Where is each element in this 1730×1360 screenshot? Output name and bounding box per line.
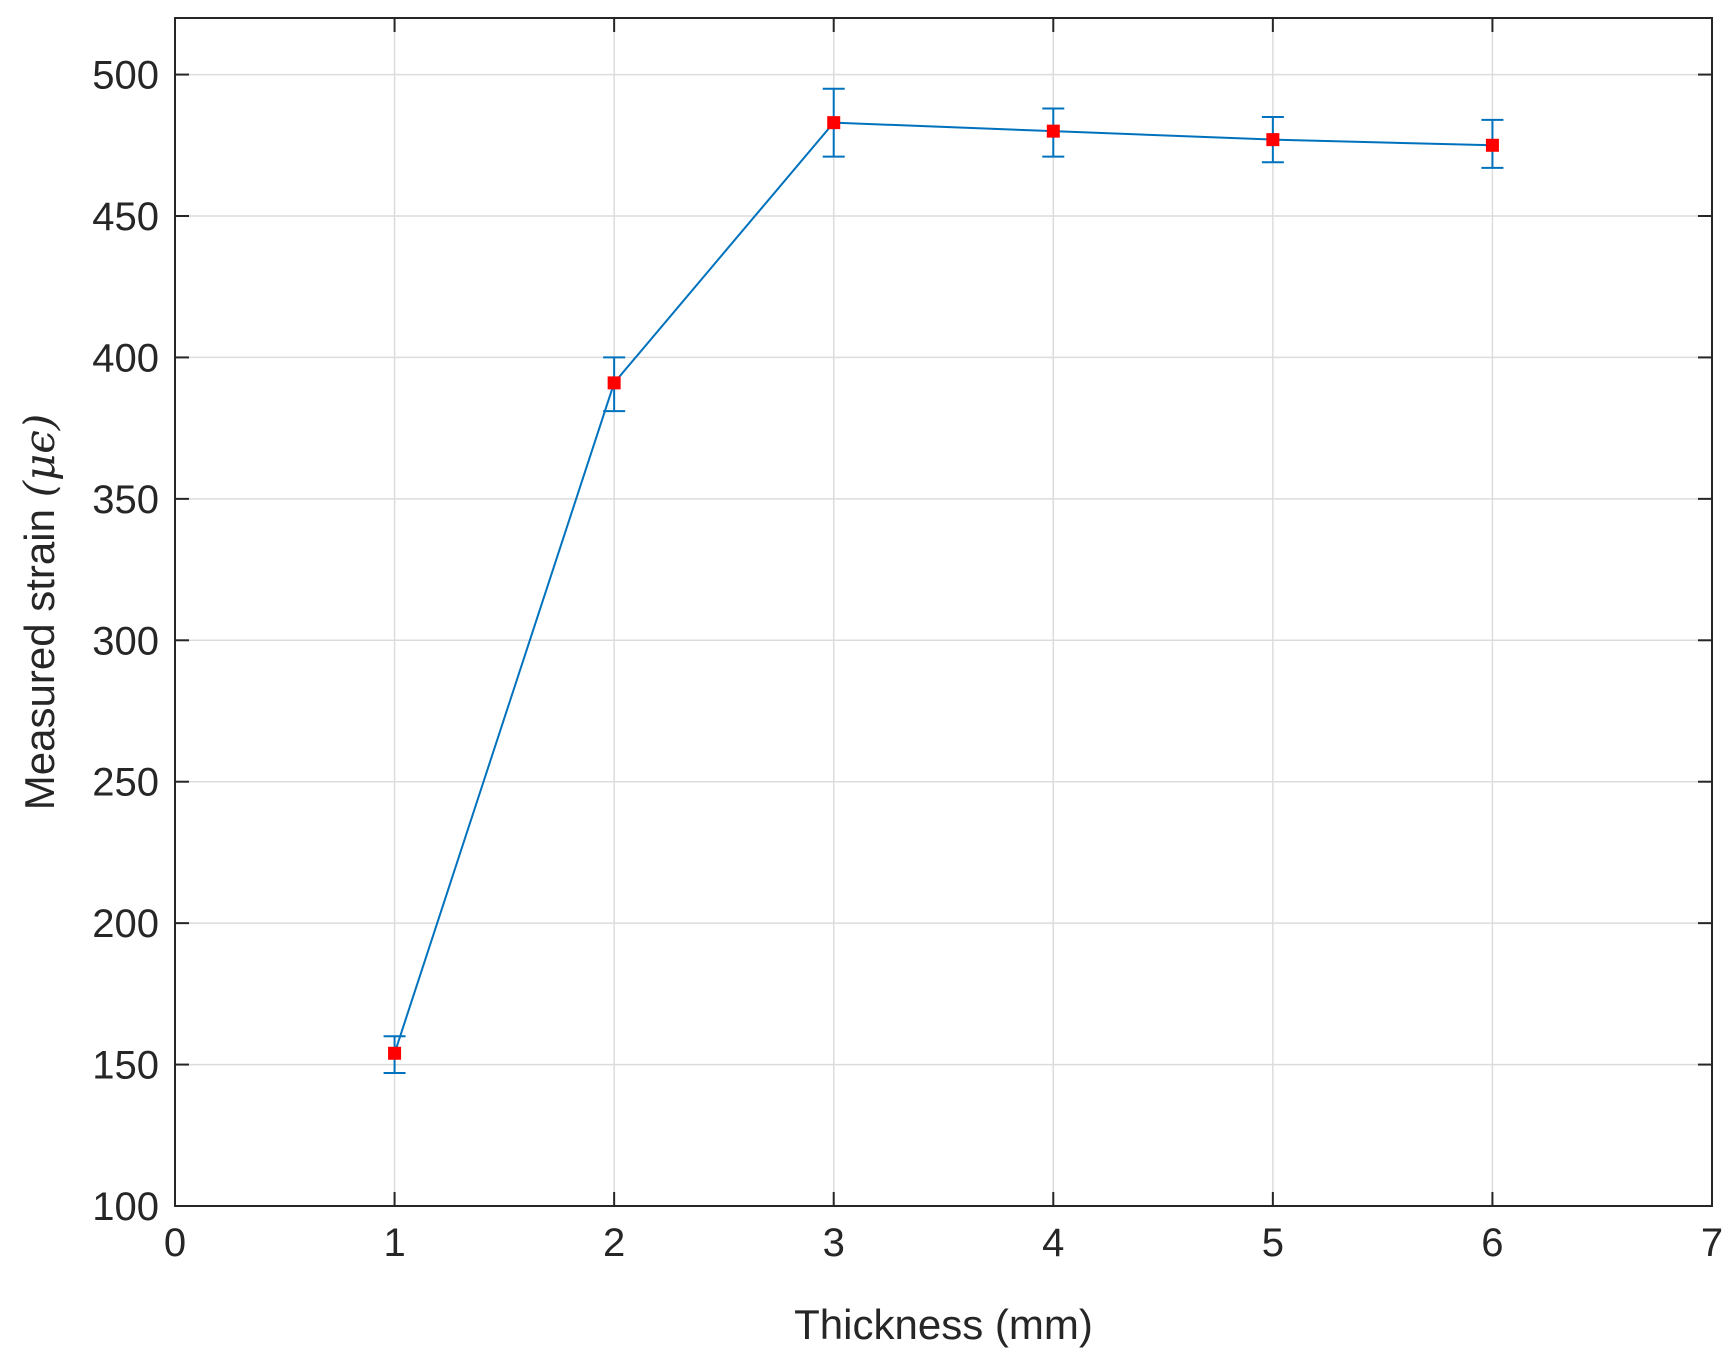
x-tick-label: 7	[1701, 1221, 1723, 1265]
y-tick-label: 500	[92, 54, 159, 98]
x-tick-label: 5	[1262, 1221, 1284, 1265]
axis-ticks	[174, 18, 1713, 1207]
x-tick-label: 6	[1481, 1221, 1503, 1265]
y-axis-label: Measured strain (μϵ)	[15, 414, 64, 810]
y-tick-label: 450	[92, 195, 159, 239]
series-layer	[383, 87, 1504, 1075]
x-tick-label: 4	[1042, 1221, 1064, 1265]
x-tick-labels: 0 1 2 3 4 5 6 7	[164, 1221, 1723, 1265]
y-tick-label: 250	[92, 761, 159, 805]
series-line	[393, 121, 1493, 1054]
data-point	[388, 1046, 402, 1060]
y-tick-label: 300	[92, 619, 159, 663]
plot-area-frame	[174, 17, 1713, 1207]
x-axis-label: Thickness (mm)	[794, 1301, 1093, 1348]
data-point	[1046, 124, 1060, 138]
y-tick-label: 350	[92, 478, 159, 522]
data-point	[607, 376, 621, 390]
y-tick-label: 200	[92, 902, 159, 946]
y-axis-label-text: Measured strain	[16, 497, 63, 810]
x-tick-label: 3	[823, 1221, 845, 1265]
grid	[174, 18, 1713, 1207]
data-point	[827, 116, 841, 130]
y-tick-labels: 100 150 200 250 300 350 400 450 500	[92, 54, 159, 1229]
y-tick-label: 150	[92, 1044, 159, 1088]
y-axis-label-unit: (μϵ)	[15, 414, 64, 498]
x-tick-label: 2	[603, 1221, 625, 1265]
x-tick-label: 1	[383, 1221, 405, 1265]
data-point	[1266, 133, 1280, 147]
data-point	[1485, 138, 1499, 152]
y-tick-label: 100	[92, 1185, 159, 1229]
x-tick-label: 0	[164, 1221, 186, 1265]
y-tick-label: 400	[92, 336, 159, 380]
